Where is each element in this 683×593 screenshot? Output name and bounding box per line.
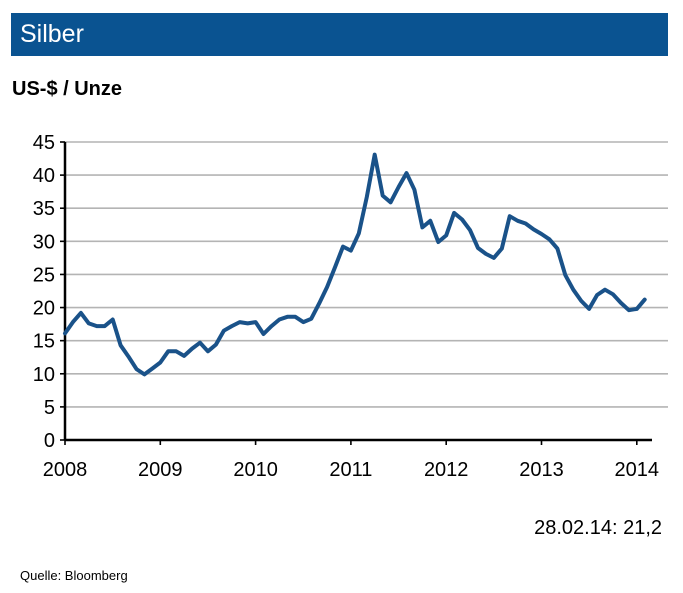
y-tick-label: 25 [33, 264, 55, 286]
x-tick-label: 2009 [138, 459, 183, 481]
y-tick-label: 5 [44, 397, 55, 419]
x-tick-label: 2008 [43, 459, 88, 481]
x-tick-label: 2011 [329, 459, 372, 481]
x-tick-label: 2010 [233, 459, 278, 481]
y-tick-label: 35 [33, 198, 55, 220]
y-tick-label: 15 [33, 331, 55, 353]
chart-title: Silber [20, 20, 84, 48]
last-value-annotation: 28.02.14: 21,2 [534, 517, 662, 539]
y-tick-label: 40 [33, 165, 55, 187]
source-note: Quelle: Bloomberg [20, 568, 128, 583]
title-bar: Silber [11, 13, 668, 56]
y-tick-label: 45 [33, 132, 55, 154]
y-tick-label: 0 [44, 430, 55, 452]
x-tick-label: 2013 [519, 459, 564, 481]
y-tick-label: 10 [33, 364, 55, 386]
x-tick-label: 2014 [615, 459, 660, 481]
series-line [63, 152, 647, 377]
y-tick-label: 30 [33, 231, 55, 253]
y-tick-label: 20 [33, 298, 55, 320]
y-axis-unit-label: US-$ / Unze [12, 78, 123, 100]
x-tick-label: 2012 [424, 459, 469, 481]
